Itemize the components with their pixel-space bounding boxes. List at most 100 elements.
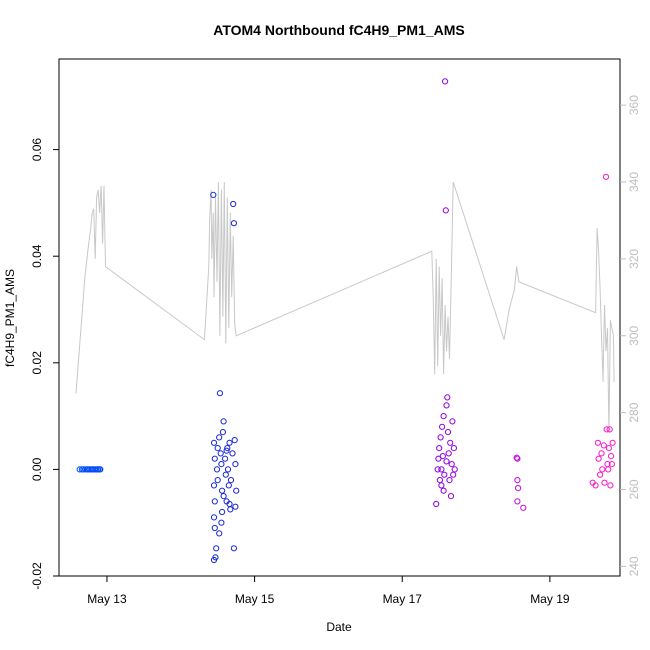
scatter-point bbox=[212, 554, 219, 561]
scatter-point bbox=[76, 466, 83, 473]
scatter-point bbox=[595, 455, 602, 462]
scatter-point bbox=[439, 423, 446, 430]
scatter-point bbox=[434, 466, 441, 473]
scatter-point bbox=[608, 461, 616, 468]
x-axis-label: Date bbox=[326, 620, 352, 634]
y2-tick-label: 260 bbox=[627, 479, 641, 499]
y-tick-label: -0.02 bbox=[30, 562, 44, 590]
scatter-point bbox=[444, 394, 451, 401]
scatter-point bbox=[448, 461, 455, 468]
scatter-point bbox=[210, 439, 218, 446]
scatter-point bbox=[515, 485, 522, 492]
scatter-point bbox=[607, 482, 614, 489]
scatter-point bbox=[436, 445, 443, 452]
y-axis-label: fC4H9_PM1_AMS bbox=[3, 269, 17, 367]
scatter-point bbox=[441, 471, 448, 478]
scatter-point bbox=[227, 477, 235, 484]
y-tick-label: 0.04 bbox=[30, 244, 44, 268]
scatter-point bbox=[218, 519, 225, 526]
scatter-point bbox=[445, 450, 452, 457]
scatter-point bbox=[222, 455, 229, 462]
scatter-point bbox=[220, 493, 227, 500]
scatter-point bbox=[216, 390, 223, 397]
x-tick-label: May 13 bbox=[87, 592, 127, 606]
scatter-point bbox=[439, 453, 446, 460]
scatter-point bbox=[450, 445, 457, 452]
scatter-point bbox=[597, 471, 604, 478]
scatter-point bbox=[213, 466, 221, 473]
scatter-point bbox=[451, 466, 458, 473]
scatter-point bbox=[446, 477, 453, 484]
scatter-point bbox=[437, 434, 444, 441]
scatter-point bbox=[440, 487, 447, 494]
scatter-point bbox=[598, 450, 605, 457]
secondary-line-layer bbox=[75, 181, 615, 432]
scatter-point bbox=[231, 437, 238, 444]
scatter-point bbox=[210, 482, 218, 489]
scatter-point bbox=[232, 503, 239, 510]
y2-tick-label: 340 bbox=[627, 172, 641, 192]
scatter-point bbox=[514, 455, 521, 462]
scatter-point bbox=[602, 173, 610, 180]
scatter-point bbox=[442, 207, 449, 214]
scatter-point bbox=[433, 500, 440, 508]
scatter-point bbox=[219, 487, 226, 494]
points-layer bbox=[76, 78, 616, 564]
scatter-point bbox=[222, 471, 229, 478]
scatter-point bbox=[442, 78, 449, 85]
scatter-point bbox=[225, 482, 232, 489]
secondary-line bbox=[75, 181, 615, 432]
scatter-point bbox=[514, 477, 521, 484]
scatter-point bbox=[218, 461, 225, 468]
scatter-point bbox=[229, 450, 236, 457]
scatter-point bbox=[230, 220, 237, 227]
scatter-point bbox=[211, 455, 218, 462]
y2-tick-label: 280 bbox=[627, 402, 641, 422]
y2-tick-label: 360 bbox=[627, 95, 641, 115]
scatter-point bbox=[216, 530, 223, 537]
x-tick-label: May 15 bbox=[235, 592, 275, 606]
scatter-point bbox=[214, 477, 221, 484]
scatter-point bbox=[601, 479, 608, 486]
scatter-point bbox=[438, 482, 445, 489]
scatter-point bbox=[609, 439, 616, 446]
scatter-point bbox=[440, 413, 447, 420]
y-axis-right: 240 260 280 300 320 340 360 bbox=[620, 95, 641, 576]
scatter-point bbox=[210, 191, 217, 198]
scatter-point bbox=[224, 445, 231, 452]
scatter-point bbox=[438, 466, 445, 473]
scatter-point bbox=[233, 487, 240, 494]
plot-frame bbox=[58, 58, 621, 577]
scatter-point bbox=[216, 434, 223, 441]
y-tick-label: 0.00 bbox=[30, 457, 44, 481]
scatter-point bbox=[444, 429, 452, 436]
scatter-point bbox=[230, 200, 237, 208]
x-tick-label: May 17 bbox=[383, 592, 423, 606]
y-axis-left: -0.02 0.00 0.02 0.04 0.06 bbox=[30, 138, 59, 590]
scatter-point bbox=[520, 504, 527, 511]
scatter-point bbox=[608, 453, 615, 460]
y-tick-label: 0.06 bbox=[30, 138, 44, 162]
scatter-point bbox=[443, 458, 450, 465]
y2-tick-label: 300 bbox=[627, 325, 641, 345]
scatter-point bbox=[592, 482, 599, 489]
scatter-point bbox=[217, 450, 224, 457]
scatter-point bbox=[447, 493, 455, 500]
y2-tick-label: 240 bbox=[627, 556, 641, 576]
scatter-point bbox=[224, 466, 232, 473]
scatter-point bbox=[223, 447, 230, 454]
y-tick-label: 0.02 bbox=[30, 351, 44, 375]
scatter-point bbox=[210, 514, 218, 521]
scatter-point bbox=[211, 524, 218, 532]
scatter-point bbox=[435, 455, 442, 462]
scatter-point bbox=[603, 426, 610, 433]
scatter-point bbox=[219, 508, 226, 516]
chart-title: ATOM4 Northbound fC4H9_PM1_AMS bbox=[213, 22, 465, 38]
scatter-point bbox=[449, 418, 456, 425]
scatter-point bbox=[97, 466, 104, 473]
scatter-point bbox=[594, 439, 602, 446]
scatter-point bbox=[219, 429, 226, 436]
scatter-point bbox=[214, 445, 221, 452]
